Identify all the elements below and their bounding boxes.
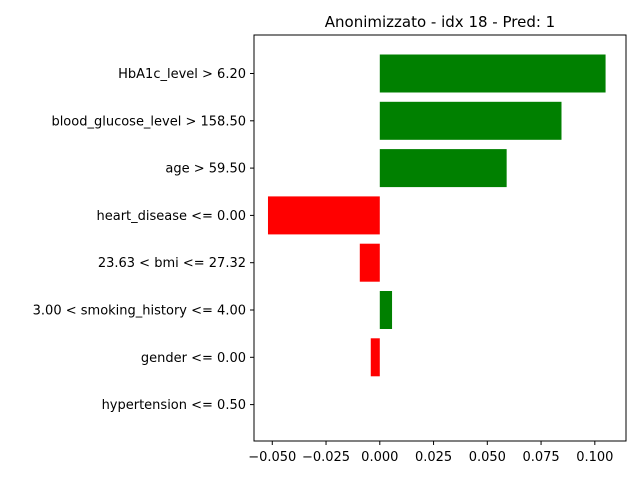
- y-tick-label: 3.00 < smoking_history <= 4.00: [33, 304, 246, 319]
- y-tick-label: HbA1c_level > 6.20: [118, 67, 246, 82]
- y-tick-label: age > 59.50: [165, 162, 246, 177]
- x-tick-label: 0.050: [469, 450, 506, 465]
- bar-0: [379, 54, 606, 93]
- bar-6: [370, 338, 380, 377]
- bar-3: [267, 196, 380, 235]
- bar-4: [359, 243, 380, 282]
- x-tick-label: −0.025: [302, 450, 350, 465]
- y-tick-label: blood_glucose_level > 158.50: [51, 114, 246, 129]
- x-tick-label: 0.075: [522, 450, 559, 465]
- x-tick-label: 0.000: [361, 450, 398, 465]
- y-tick-label: 23.63 < bmi <= 27.32: [98, 256, 246, 271]
- y-tick-label: hypertension <= 0.50: [102, 398, 246, 413]
- bar-2: [379, 149, 507, 188]
- y-axis: HbA1c_level > 6.20 blood_glucose_level > …: [33, 67, 254, 413]
- x-tick-label: 0.100: [576, 450, 613, 465]
- bar-1: [379, 101, 562, 140]
- chart-title: Anonimizzato - idx 18 - Pred: 1: [325, 13, 555, 31]
- x-tick-label: 0.025: [415, 450, 452, 465]
- x-tick-label: −0.050: [248, 450, 296, 465]
- x-axis: −0.050 −0.025 0.000 0.025 0.050 0.075 0.100: [248, 441, 613, 465]
- y-tick-label: gender <= 0.00: [141, 351, 246, 366]
- axes-frame: [253, 34, 627, 442]
- y-tick-label: heart_disease <= 0.00: [96, 209, 246, 224]
- bar-5: [379, 291, 393, 329]
- bars-group: [267, 54, 606, 377]
